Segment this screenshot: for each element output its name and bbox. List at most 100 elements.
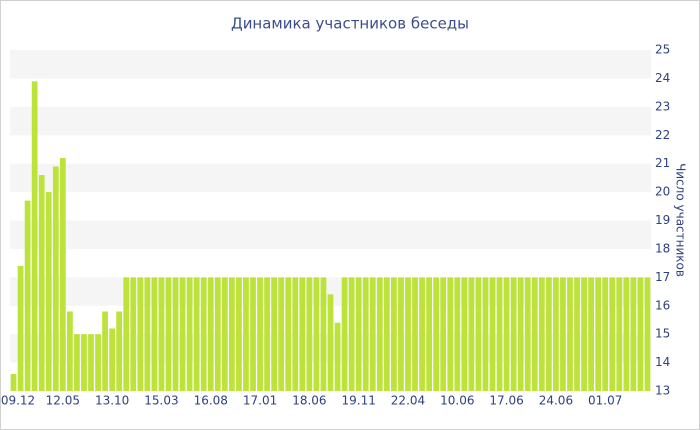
bar xyxy=(228,277,235,391)
x-tick-label: 09.12 xyxy=(1,394,35,408)
bar xyxy=(271,277,278,391)
bar xyxy=(609,277,616,391)
bar xyxy=(510,277,517,391)
bar xyxy=(560,277,566,391)
y-tick-label: 23 xyxy=(655,99,670,113)
bar xyxy=(299,277,306,391)
bar xyxy=(581,277,587,391)
bar xyxy=(123,277,130,391)
bar xyxy=(355,277,362,391)
bar xyxy=(109,328,116,391)
bar xyxy=(524,277,531,391)
bar xyxy=(644,277,651,391)
bar xyxy=(475,277,482,391)
bar xyxy=(59,157,66,391)
x-tick-label: 16.08 xyxy=(194,394,228,408)
bar xyxy=(637,277,644,391)
bar xyxy=(447,277,454,391)
bar xyxy=(327,294,334,391)
bar xyxy=(17,265,24,391)
y-tick-label: 20 xyxy=(655,185,670,199)
bar xyxy=(602,277,609,391)
y-tick-label: 25 xyxy=(655,43,670,57)
bar xyxy=(186,277,193,391)
bar xyxy=(214,277,221,391)
bar xyxy=(461,277,468,391)
bar xyxy=(616,277,623,391)
bar xyxy=(567,277,573,391)
bar xyxy=(623,277,630,391)
y-tick-label: 13 xyxy=(655,384,670,398)
y-tick-label: 24 xyxy=(655,71,670,85)
x-tick-label: 17.06 xyxy=(489,394,523,408)
bar xyxy=(130,277,137,391)
bar xyxy=(264,277,270,391)
bar xyxy=(172,277,179,391)
bar xyxy=(595,277,602,391)
bar xyxy=(553,277,559,391)
bar xyxy=(10,373,17,391)
bar xyxy=(285,277,292,391)
y-tick-label: 17 xyxy=(655,270,670,284)
bar xyxy=(207,277,214,391)
bar xyxy=(440,277,447,391)
y-tick-label: 22 xyxy=(655,128,670,142)
y-tick-label: 18 xyxy=(655,241,670,255)
bar xyxy=(426,277,433,391)
bar xyxy=(412,277,418,391)
bar xyxy=(250,277,256,391)
bar xyxy=(165,277,172,391)
bar xyxy=(95,334,101,391)
y-tick-label: 21 xyxy=(655,156,670,170)
chart-title: Динамика участников беседы xyxy=(231,15,469,33)
bar xyxy=(376,277,383,391)
y-tick-label: 16 xyxy=(655,298,670,312)
bar xyxy=(348,277,355,391)
bar xyxy=(545,277,552,391)
y-tick-label: 19 xyxy=(655,213,670,227)
x-tick-label: 17.01 xyxy=(243,394,277,408)
bar xyxy=(158,277,165,391)
bar xyxy=(193,277,200,391)
bar xyxy=(179,277,186,391)
y-tick-label: 15 xyxy=(655,327,670,341)
bar xyxy=(419,277,425,391)
bar xyxy=(243,277,249,391)
bar xyxy=(278,277,285,391)
bar xyxy=(221,277,228,391)
x-tick-label: 22.04 xyxy=(391,394,425,408)
y-tick-label: 14 xyxy=(655,355,670,369)
bar xyxy=(320,277,327,391)
x-tick-label: 13.10 xyxy=(95,394,129,408)
bar xyxy=(588,277,595,391)
bar xyxy=(433,277,440,391)
bar xyxy=(88,334,94,391)
bar xyxy=(116,311,123,391)
bar xyxy=(137,277,144,391)
bar xyxy=(45,192,52,391)
bar xyxy=(306,277,313,391)
bar xyxy=(38,175,45,391)
bar xyxy=(52,166,59,391)
x-tick-label: 19.11 xyxy=(341,394,375,408)
bar xyxy=(257,277,263,391)
bar xyxy=(531,277,538,391)
bar xyxy=(334,322,341,391)
x-tick-label: 01.07 xyxy=(588,394,622,408)
bar xyxy=(398,277,404,391)
x-tick-label: 10.06 xyxy=(440,394,474,408)
bar xyxy=(369,277,376,391)
x-tick-label: 12.05 xyxy=(46,394,80,408)
bar xyxy=(313,277,320,391)
bar xyxy=(24,200,31,391)
grid-band xyxy=(10,106,651,136)
bar xyxy=(102,311,108,391)
bar xyxy=(538,277,545,391)
bar xyxy=(630,277,637,391)
bar xyxy=(405,277,411,391)
bar xyxy=(200,277,207,391)
bar xyxy=(574,277,580,391)
x-tick-label: 24.06 xyxy=(539,394,573,408)
bar xyxy=(144,277,151,391)
